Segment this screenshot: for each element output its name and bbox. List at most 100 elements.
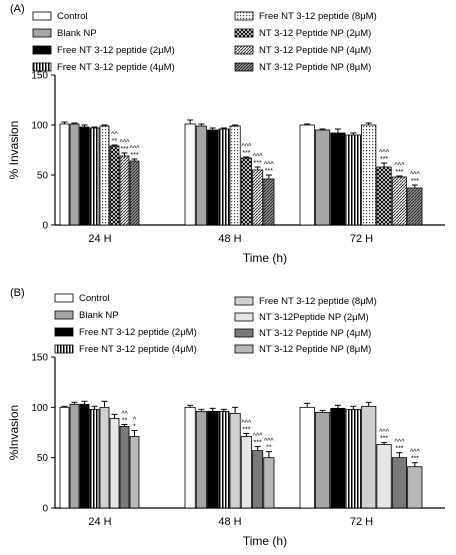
y-axis-title: %Invasion [7, 405, 21, 460]
bar [263, 457, 275, 509]
legend-entry: NT 3-12 Peptide NP (4μM) [259, 45, 371, 56]
legend-swatch [54, 327, 74, 337]
significance-label: ^^ [121, 411, 128, 418]
legend-swatch [54, 293, 74, 303]
legend-entry: Control [57, 11, 88, 22]
bar [252, 450, 264, 509]
bar [119, 426, 130, 509]
significance-label: ** [112, 138, 118, 145]
bar [184, 123, 196, 226]
significance-label: ^^^ [395, 439, 406, 446]
significance-label: *** [265, 168, 273, 175]
significance-label: ^^^ [241, 420, 252, 427]
legend-entry: Blank NP [57, 28, 97, 39]
legend-swatch [32, 28, 52, 38]
significance-label: ^^^ [264, 438, 275, 445]
legend-swatch [54, 344, 74, 354]
significance-label: *** [254, 160, 262, 167]
panel-label: (B) [10, 287, 25, 299]
bar [69, 403, 80, 509]
legend-swatch [234, 328, 254, 338]
bar [252, 169, 264, 226]
significance-label: ^ [133, 417, 137, 424]
y-tick-label: 50 [37, 171, 49, 182]
y-tick-label: 150 [31, 353, 48, 364]
panel-a: (A) Control Blank NP Free NT 3-12 peptide (… [7, 3, 445, 265]
bar [240, 157, 252, 226]
legend-entry: NT 3-12 Peptide NP (8μM) [259, 344, 371, 355]
significance-label: ^^^ [379, 150, 390, 157]
x-category-label: 48 H [218, 233, 241, 245]
y-tick-label: 100 [31, 403, 48, 414]
bar [79, 403, 90, 509]
significance-label: ^^ [111, 132, 118, 139]
legend-entry: Blank NP [79, 310, 119, 321]
bar [109, 145, 120, 226]
bar [330, 132, 346, 226]
legend-entry: Free NT 3-12 peptide (4μM) [79, 344, 197, 355]
legend-entry: Free NT 3-12 peptide (2μM) [57, 45, 175, 56]
significance-label: *** [411, 178, 419, 185]
x-axis-title: Time (h) [243, 534, 287, 548]
y-tick-label: 0 [42, 221, 48, 232]
significance-label: ^^^ [120, 140, 131, 147]
bar [361, 124, 377, 226]
bar [330, 407, 346, 509]
bar [376, 166, 392, 226]
significance-label: ** [122, 417, 128, 424]
bar [59, 123, 70, 226]
y-axis-title: % Invasion [7, 121, 21, 180]
bar [99, 406, 110, 509]
legend-entry: NT 3-12 Peptide NP (4μM) [259, 328, 371, 339]
legend-entry: NT 3-12 Peptide NP (2μM) [259, 28, 371, 39]
x-category-label: 72 H [350, 233, 373, 245]
significance-label: *** [411, 456, 419, 463]
bar [109, 418, 120, 509]
significance-label: *** [395, 446, 403, 453]
x-axis-title: Time (h) [243, 251, 287, 265]
x-category-label: 48 H [218, 516, 241, 528]
significance-label: ** [266, 445, 272, 452]
legend-swatch [32, 45, 52, 55]
y-tick-label: 50 [37, 453, 49, 464]
legend-swatch [32, 11, 52, 21]
bar [207, 129, 219, 226]
significance-label: ^^^ [130, 146, 141, 153]
significance-label: ^^^ [395, 163, 406, 170]
legend-swatch [234, 312, 254, 322]
significance-label: *** [395, 169, 403, 176]
significance-label: ^^^ [410, 172, 421, 179]
bar [345, 408, 361, 509]
legend-entry: Control [79, 293, 110, 304]
significance-label: ^^^ [410, 449, 421, 456]
bar [263, 178, 275, 226]
y-tick-label: 0 [42, 504, 48, 515]
bar [299, 124, 315, 226]
bar [345, 134, 361, 226]
bar [195, 410, 207, 509]
x-category-label: 24 H [88, 233, 111, 245]
bar [229, 412, 241, 509]
legend-swatch [234, 28, 254, 38]
bar [119, 155, 130, 226]
significance-label: *** [242, 150, 250, 157]
bar [299, 406, 315, 509]
panel-b: (B) Control Blank NP Free NT 3-12 peptide (… [7, 287, 445, 548]
bar [361, 405, 377, 509]
bar [195, 125, 207, 226]
bar [229, 125, 241, 226]
significance-label: *** [242, 427, 250, 434]
significance-label: ^^^ [241, 144, 252, 151]
legend-entry: Free NT 3-12 peptide (2μM) [79, 327, 197, 338]
bar [391, 176, 408, 226]
significance-label: ^^^ [253, 154, 264, 161]
bar [407, 187, 423, 226]
legend-swatch [234, 62, 254, 72]
legend-swatch [234, 11, 254, 21]
panel-label: (A) [10, 3, 25, 15]
legend-entry: Free NT 3-12 peptide (8μM) [259, 11, 377, 22]
bar [218, 410, 230, 509]
legend-swatch [234, 45, 254, 55]
